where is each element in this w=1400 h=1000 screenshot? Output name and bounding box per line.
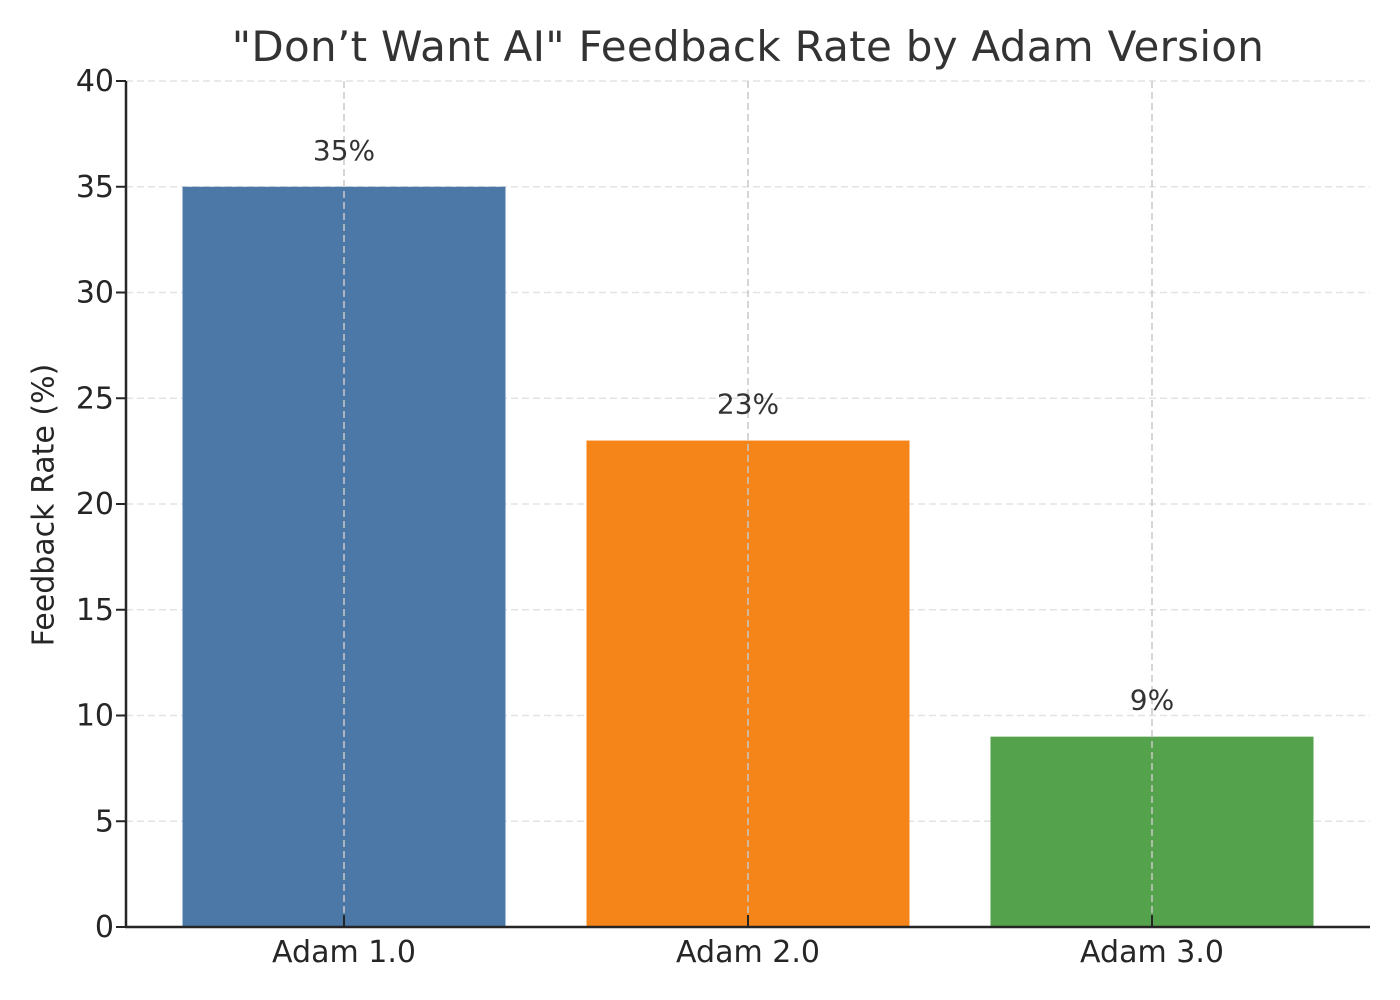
bar-value-labels: 35% 23% 9% <box>313 134 1174 717</box>
x-tick-label: Adam 1.0 <box>272 935 416 970</box>
y-tick-label: 25 <box>76 381 114 416</box>
y-tick-label: 35 <box>76 170 114 205</box>
bar-value-label: 9% <box>1130 684 1174 717</box>
y-tick-label: 5 <box>95 804 114 839</box>
y-axis-ticks: 0 5 10 15 20 25 30 35 40 <box>76 64 126 945</box>
y-tick-label: 0 <box>95 910 114 945</box>
y-tick-label: 15 <box>76 593 114 628</box>
bar-value-label: 35% <box>313 134 375 167</box>
y-tick-label: 20 <box>76 487 114 522</box>
x-tick-label: Adam 3.0 <box>1080 935 1224 970</box>
vertical-gridlines <box>343 81 1153 927</box>
x-tick-label: Adam 2.0 <box>676 935 820 970</box>
y-tick-label: 10 <box>76 699 114 734</box>
y-tick-label: 30 <box>76 276 114 311</box>
chart-title: "Don’t Want AI" Feedback Rate by Adam Ve… <box>231 22 1265 71</box>
bar-value-label: 23% <box>717 388 779 421</box>
y-tick-label: 40 <box>76 64 114 99</box>
x-axis-ticks: Adam 1.0 Adam 2.0 Adam 3.0 <box>272 915 1224 970</box>
